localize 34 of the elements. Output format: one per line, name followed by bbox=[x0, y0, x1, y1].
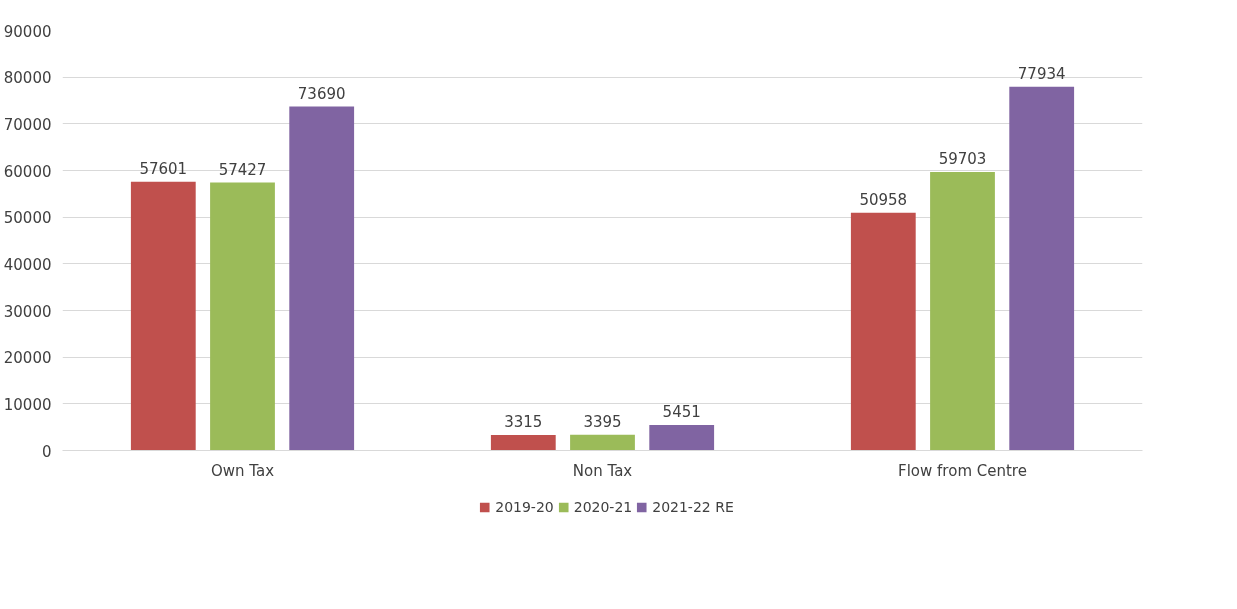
bar bbox=[570, 434, 635, 451]
bar bbox=[289, 106, 355, 451]
data-label: 59703 bbox=[938, 149, 987, 168]
y-tick-label: 70000 bbox=[3, 115, 52, 134]
legend-label: 2019-20 bbox=[495, 499, 554, 515]
legend-label: 2020-21 bbox=[573, 499, 633, 515]
x-tick-label: Flow from Centre bbox=[898, 461, 1027, 480]
y-tick-label: 0 bbox=[41, 442, 52, 461]
y-tick-label: 90000 bbox=[3, 22, 52, 41]
data-label: 77934 bbox=[1017, 64, 1066, 83]
y-tick-label: 10000 bbox=[3, 395, 52, 414]
bar bbox=[649, 425, 715, 451]
data-label: 73690 bbox=[297, 84, 346, 103]
data-label: 57601 bbox=[139, 159, 188, 178]
y-tick-label: 30000 bbox=[3, 302, 52, 321]
y-tick-label: 40000 bbox=[3, 255, 52, 274]
y-tick-label: 20000 bbox=[3, 349, 52, 368]
data-label: 3395 bbox=[583, 412, 622, 431]
legend-label: 2021-22 RE bbox=[652, 499, 734, 515]
bar bbox=[930, 171, 995, 451]
bar bbox=[210, 182, 275, 451]
data-label: 3315 bbox=[504, 413, 543, 432]
data-label: 50958 bbox=[859, 190, 908, 209]
x-tick-label: Own Tax bbox=[210, 461, 275, 480]
bar bbox=[130, 181, 196, 451]
y-tick-label: 50000 bbox=[3, 209, 52, 228]
x-tick-label: Non Tax bbox=[572, 461, 633, 480]
y-tick-label: 80000 bbox=[3, 69, 52, 88]
bar bbox=[1009, 86, 1075, 451]
bar bbox=[490, 435, 556, 451]
data-label: 57427 bbox=[218, 160, 267, 179]
data-label: 5451 bbox=[662, 403, 701, 422]
y-tick-label: 60000 bbox=[3, 162, 52, 181]
bar bbox=[850, 212, 916, 451]
